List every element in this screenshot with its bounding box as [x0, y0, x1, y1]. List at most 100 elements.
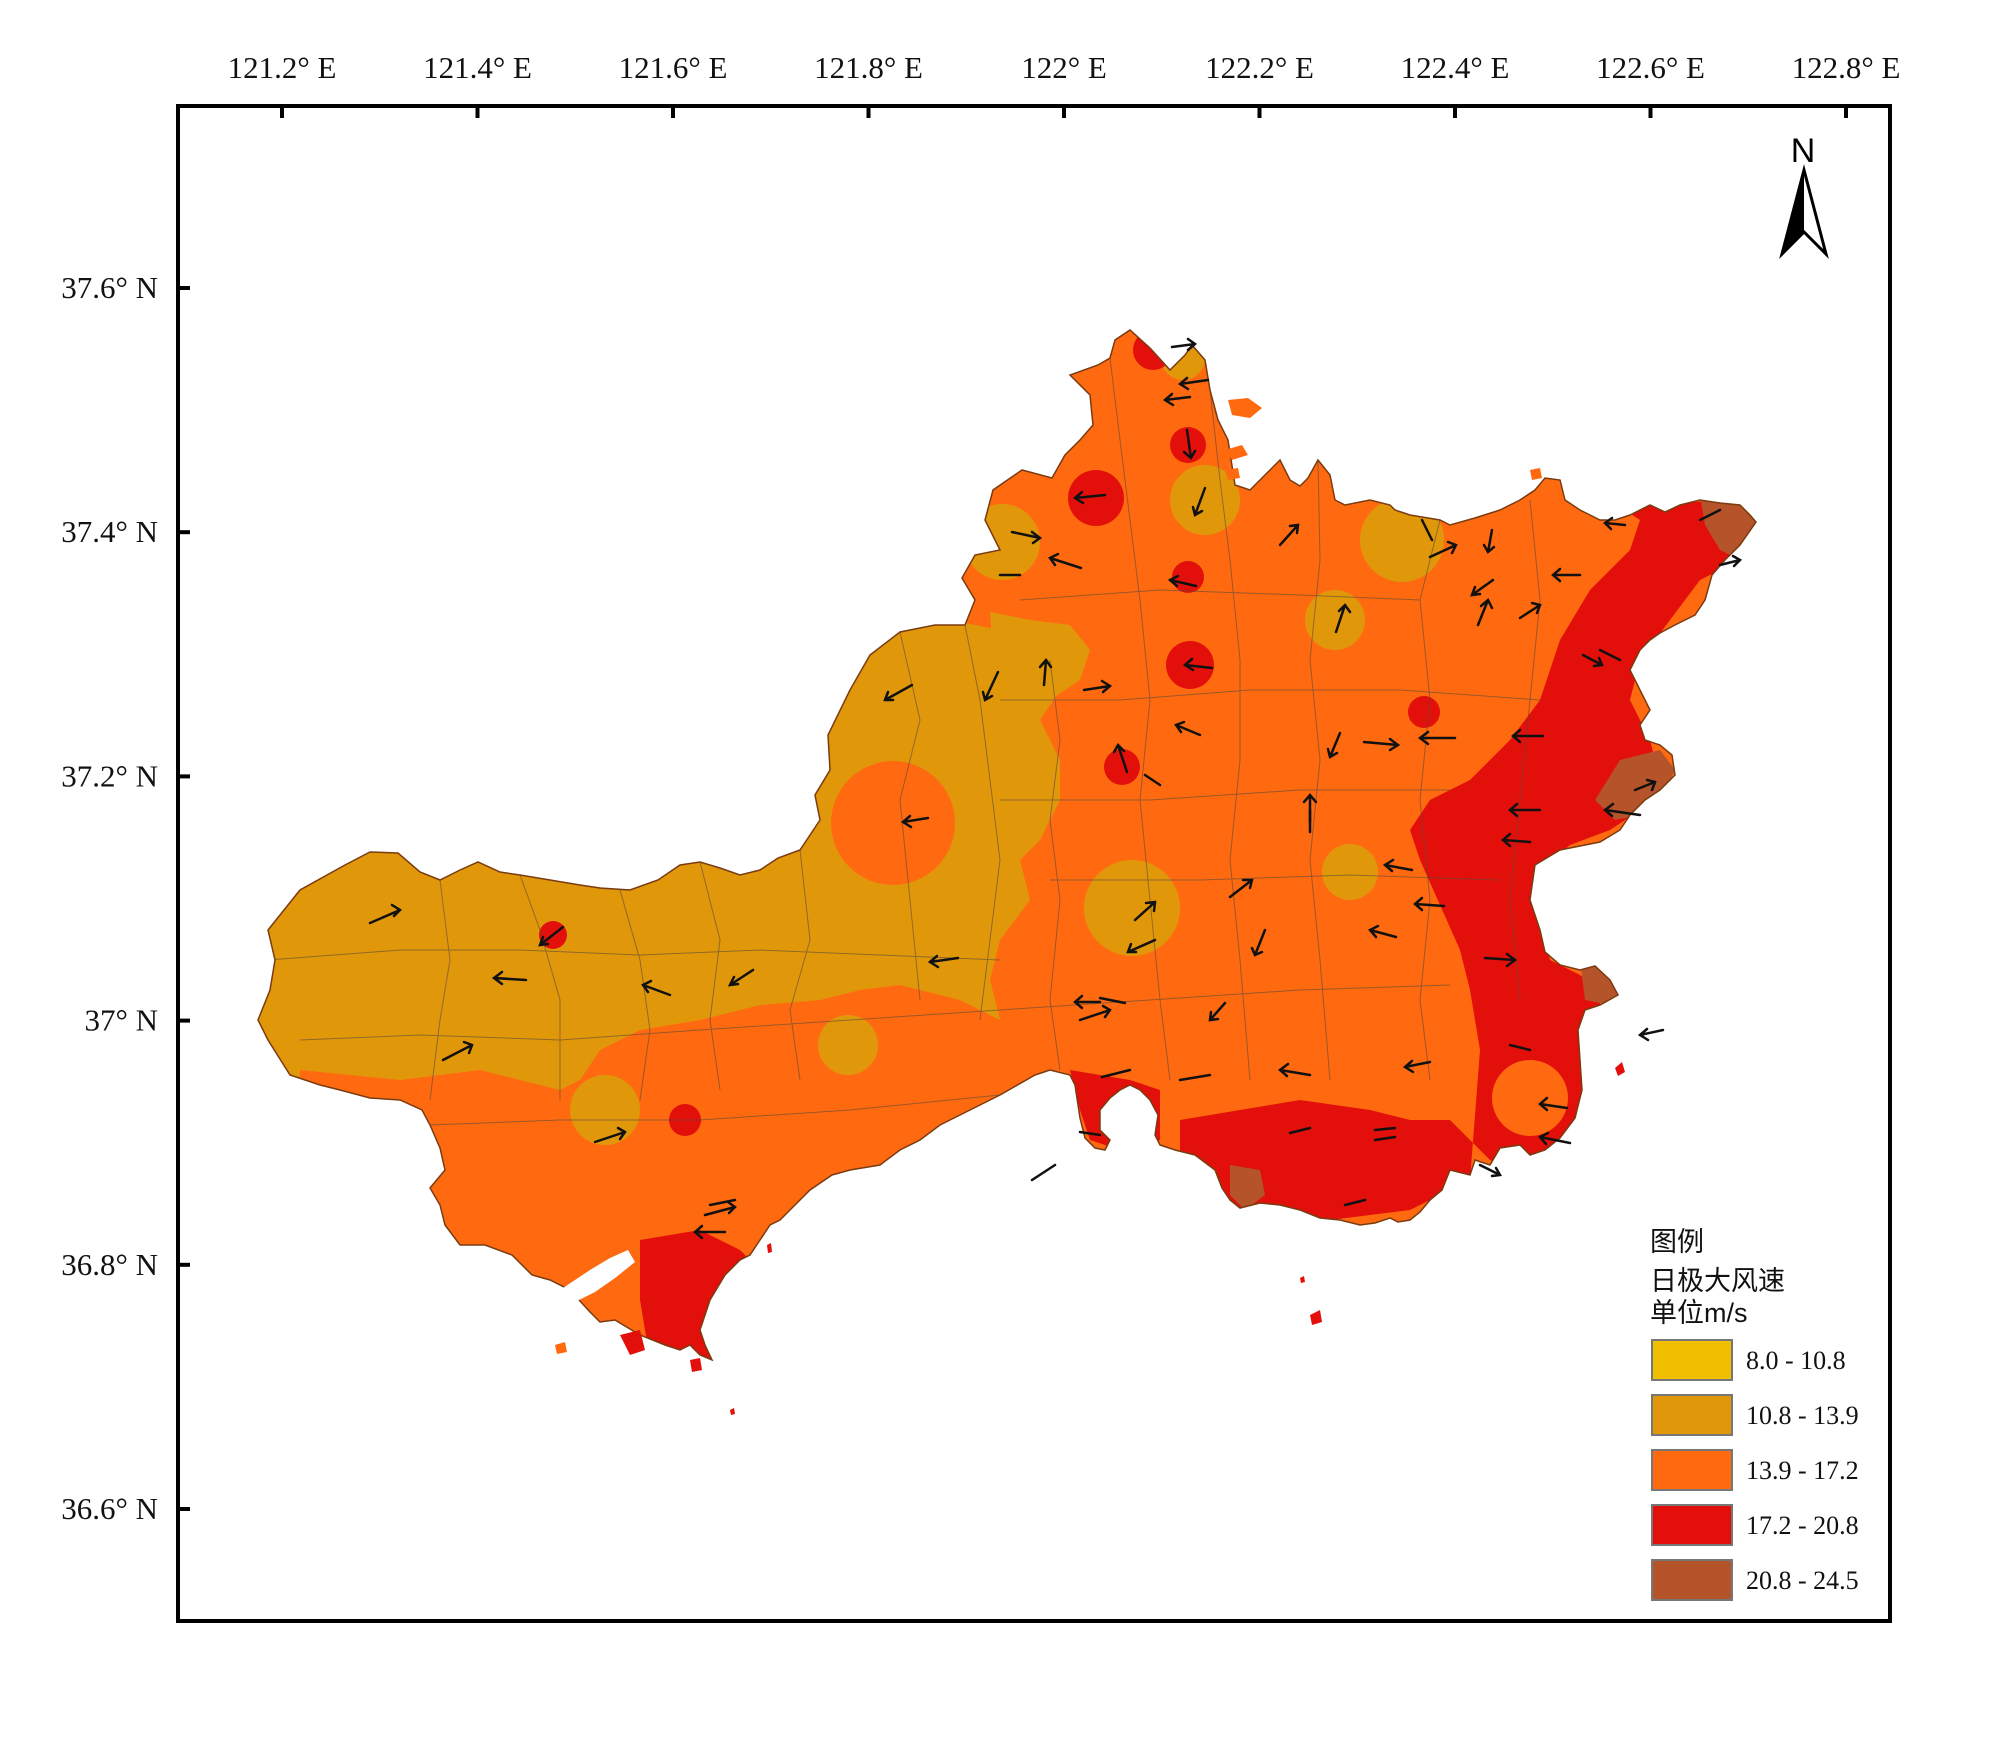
- wind-arrow: [1417, 730, 1457, 746]
- coastline: [257, 329, 1757, 1362]
- wind-arrow: [641, 979, 672, 997]
- legend-label: 20.8 - 24.5: [1746, 1566, 1859, 1595]
- wind-arrow: [1511, 728, 1545, 744]
- wind-arrow: [1718, 554, 1743, 568]
- wind-arrow: [1038, 657, 1053, 687]
- island: [555, 1342, 567, 1354]
- wind-arrow: [693, 1224, 727, 1240]
- wind-arrow: [1143, 773, 1162, 787]
- wind-arrow: [981, 670, 1000, 702]
- wind-arrow: [1010, 530, 1043, 545]
- wind-arrow: [1420, 518, 1434, 542]
- map-frame: [176, 104, 1892, 1623]
- legend: 图例 日极大风速 单位m/s 8.0 - 10.8 10.8 - 13.9 13.9…: [1650, 1227, 1859, 1601]
- wind-arrow: [1326, 731, 1342, 759]
- legend-label: 17.2 - 20.8: [1746, 1511, 1859, 1540]
- wind-arrow: [1250, 928, 1267, 957]
- north-label: N: [1791, 132, 1816, 170]
- zone-10.8-13.9-north: [990, 612, 1090, 710]
- wind-arrow: [1100, 1068, 1132, 1079]
- wind-arrow: [1182, 428, 1197, 460]
- wind-arrow: [1228, 878, 1254, 899]
- wind-arrow: [1428, 540, 1458, 559]
- islands: [555, 398, 1660, 1415]
- wind-arrow: [1162, 392, 1192, 407]
- longitude-axis: 121.2° E 121.4° E 121.6° E 121.8° E 122° E 12…: [228, 50, 1901, 118]
- wind-arrow: [1072, 490, 1107, 505]
- wind-arrow: [1170, 337, 1198, 352]
- zone-10.8-13.9-patch-7: [818, 1015, 878, 1075]
- wind-arrow: [1174, 720, 1202, 737]
- wind-arrow: [1538, 1131, 1572, 1146]
- zone-13.9-17.2-west-patch: [831, 761, 955, 885]
- x-tick-label: 122° E: [1021, 50, 1107, 85]
- zone-20.8-24.5-east-2: [1580, 960, 1625, 1005]
- x-tick-label: 122.8° E: [1792, 50, 1901, 85]
- wind-arrow: [1208, 1001, 1227, 1022]
- wind-arrow: [1501, 832, 1532, 848]
- island: [1615, 1062, 1625, 1076]
- y-tick-label: 37° N: [84, 1003, 158, 1038]
- zone-17.2-20.8-south-bay: [640, 1230, 770, 1360]
- zone-17.2-20.8-patch-1: [1068, 470, 1124, 526]
- x-tick-label: 122.6° E: [1596, 50, 1705, 85]
- wind-arrow: [1078, 1004, 1112, 1022]
- legend-unit: 单位m/s: [1650, 1298, 1748, 1328]
- wind-arrow: [1191, 486, 1207, 517]
- island: [730, 1408, 735, 1415]
- wind-arrow: [703, 1200, 737, 1217]
- zone-17.2-20.8-patch-6: [1408, 696, 1440, 728]
- wind-arrow: [491, 970, 528, 986]
- bay-water: [560, 1250, 635, 1302]
- wind-arrows: [368, 337, 1743, 1240]
- zone-10.8-13.9-patch-8: [570, 1075, 640, 1145]
- x-tick-label: 121.2° E: [228, 50, 337, 85]
- wind-arrow: [1177, 376, 1210, 391]
- wind-arrow: [1633, 778, 1657, 792]
- legend-items: 8.0 - 10.8 10.8 - 13.9 13.9 - 17.2 17.2 - 2…: [1651, 1339, 1859, 1601]
- wind-arrow: [1278, 523, 1300, 547]
- county-boundaries: [267, 357, 1541, 1126]
- zone-10.8-13.9-patch-3: [1360, 498, 1444, 582]
- wind-arrow: [1603, 802, 1642, 818]
- legend-title: 图例: [1650, 1227, 1704, 1257]
- latitude-axis: 37.6° N 37.4° N 37.2° N 37° N 36.8° N 36.6° N: [61, 270, 190, 1526]
- x-tick-label: 122.2° E: [1205, 50, 1314, 85]
- x-tick-label: 122.4° E: [1401, 50, 1510, 85]
- wind-arrow: [1476, 598, 1494, 627]
- y-tick-label: 36.8° N: [61, 1247, 158, 1282]
- wind-arrow: [1362, 737, 1401, 752]
- zone-17.2-20.8-east-coast: [1180, 500, 1756, 1220]
- wind-arrow: [1078, 1130, 1102, 1137]
- wind-arrow: [727, 968, 755, 987]
- wind-arrow: [1508, 1043, 1532, 1052]
- island: [1300, 1276, 1305, 1283]
- wind-arrow: [1048, 552, 1083, 570]
- wind-arrow: [1478, 1163, 1503, 1178]
- wind-arrow: [441, 1040, 474, 1062]
- wind-arrow: [1098, 996, 1127, 1005]
- wind-arrow: [1698, 508, 1722, 522]
- x-tick-label: 121.4° E: [423, 50, 532, 85]
- north-arrow-fill: [1782, 170, 1804, 254]
- north-arrow: N: [1779, 132, 1829, 259]
- zone-10.8-13.9-patch-4: [1305, 590, 1365, 650]
- wind-arrow: [1482, 528, 1496, 554]
- island: [767, 1243, 772, 1253]
- legend-swatch: [1651, 1559, 1733, 1601]
- y-tick-label: 36.6° N: [61, 1491, 158, 1526]
- zone-17.2-20.8-patch-9: [1133, 330, 1173, 370]
- island: [1620, 615, 1660, 650]
- wind-arrow: [1538, 1096, 1569, 1112]
- wind-arrow: [368, 903, 402, 925]
- wind-arrow: [1343, 1198, 1367, 1207]
- island: [1228, 398, 1262, 418]
- zone-10.8-13.9-patch-1: [964, 504, 1040, 580]
- wind-arrow: [708, 1198, 737, 1207]
- island: [1225, 468, 1240, 480]
- wind-arrow: [883, 683, 914, 702]
- island: [620, 1330, 645, 1355]
- island: [1530, 468, 1542, 480]
- y-tick-label: 37.4° N: [61, 514, 158, 549]
- island: [1310, 1310, 1322, 1325]
